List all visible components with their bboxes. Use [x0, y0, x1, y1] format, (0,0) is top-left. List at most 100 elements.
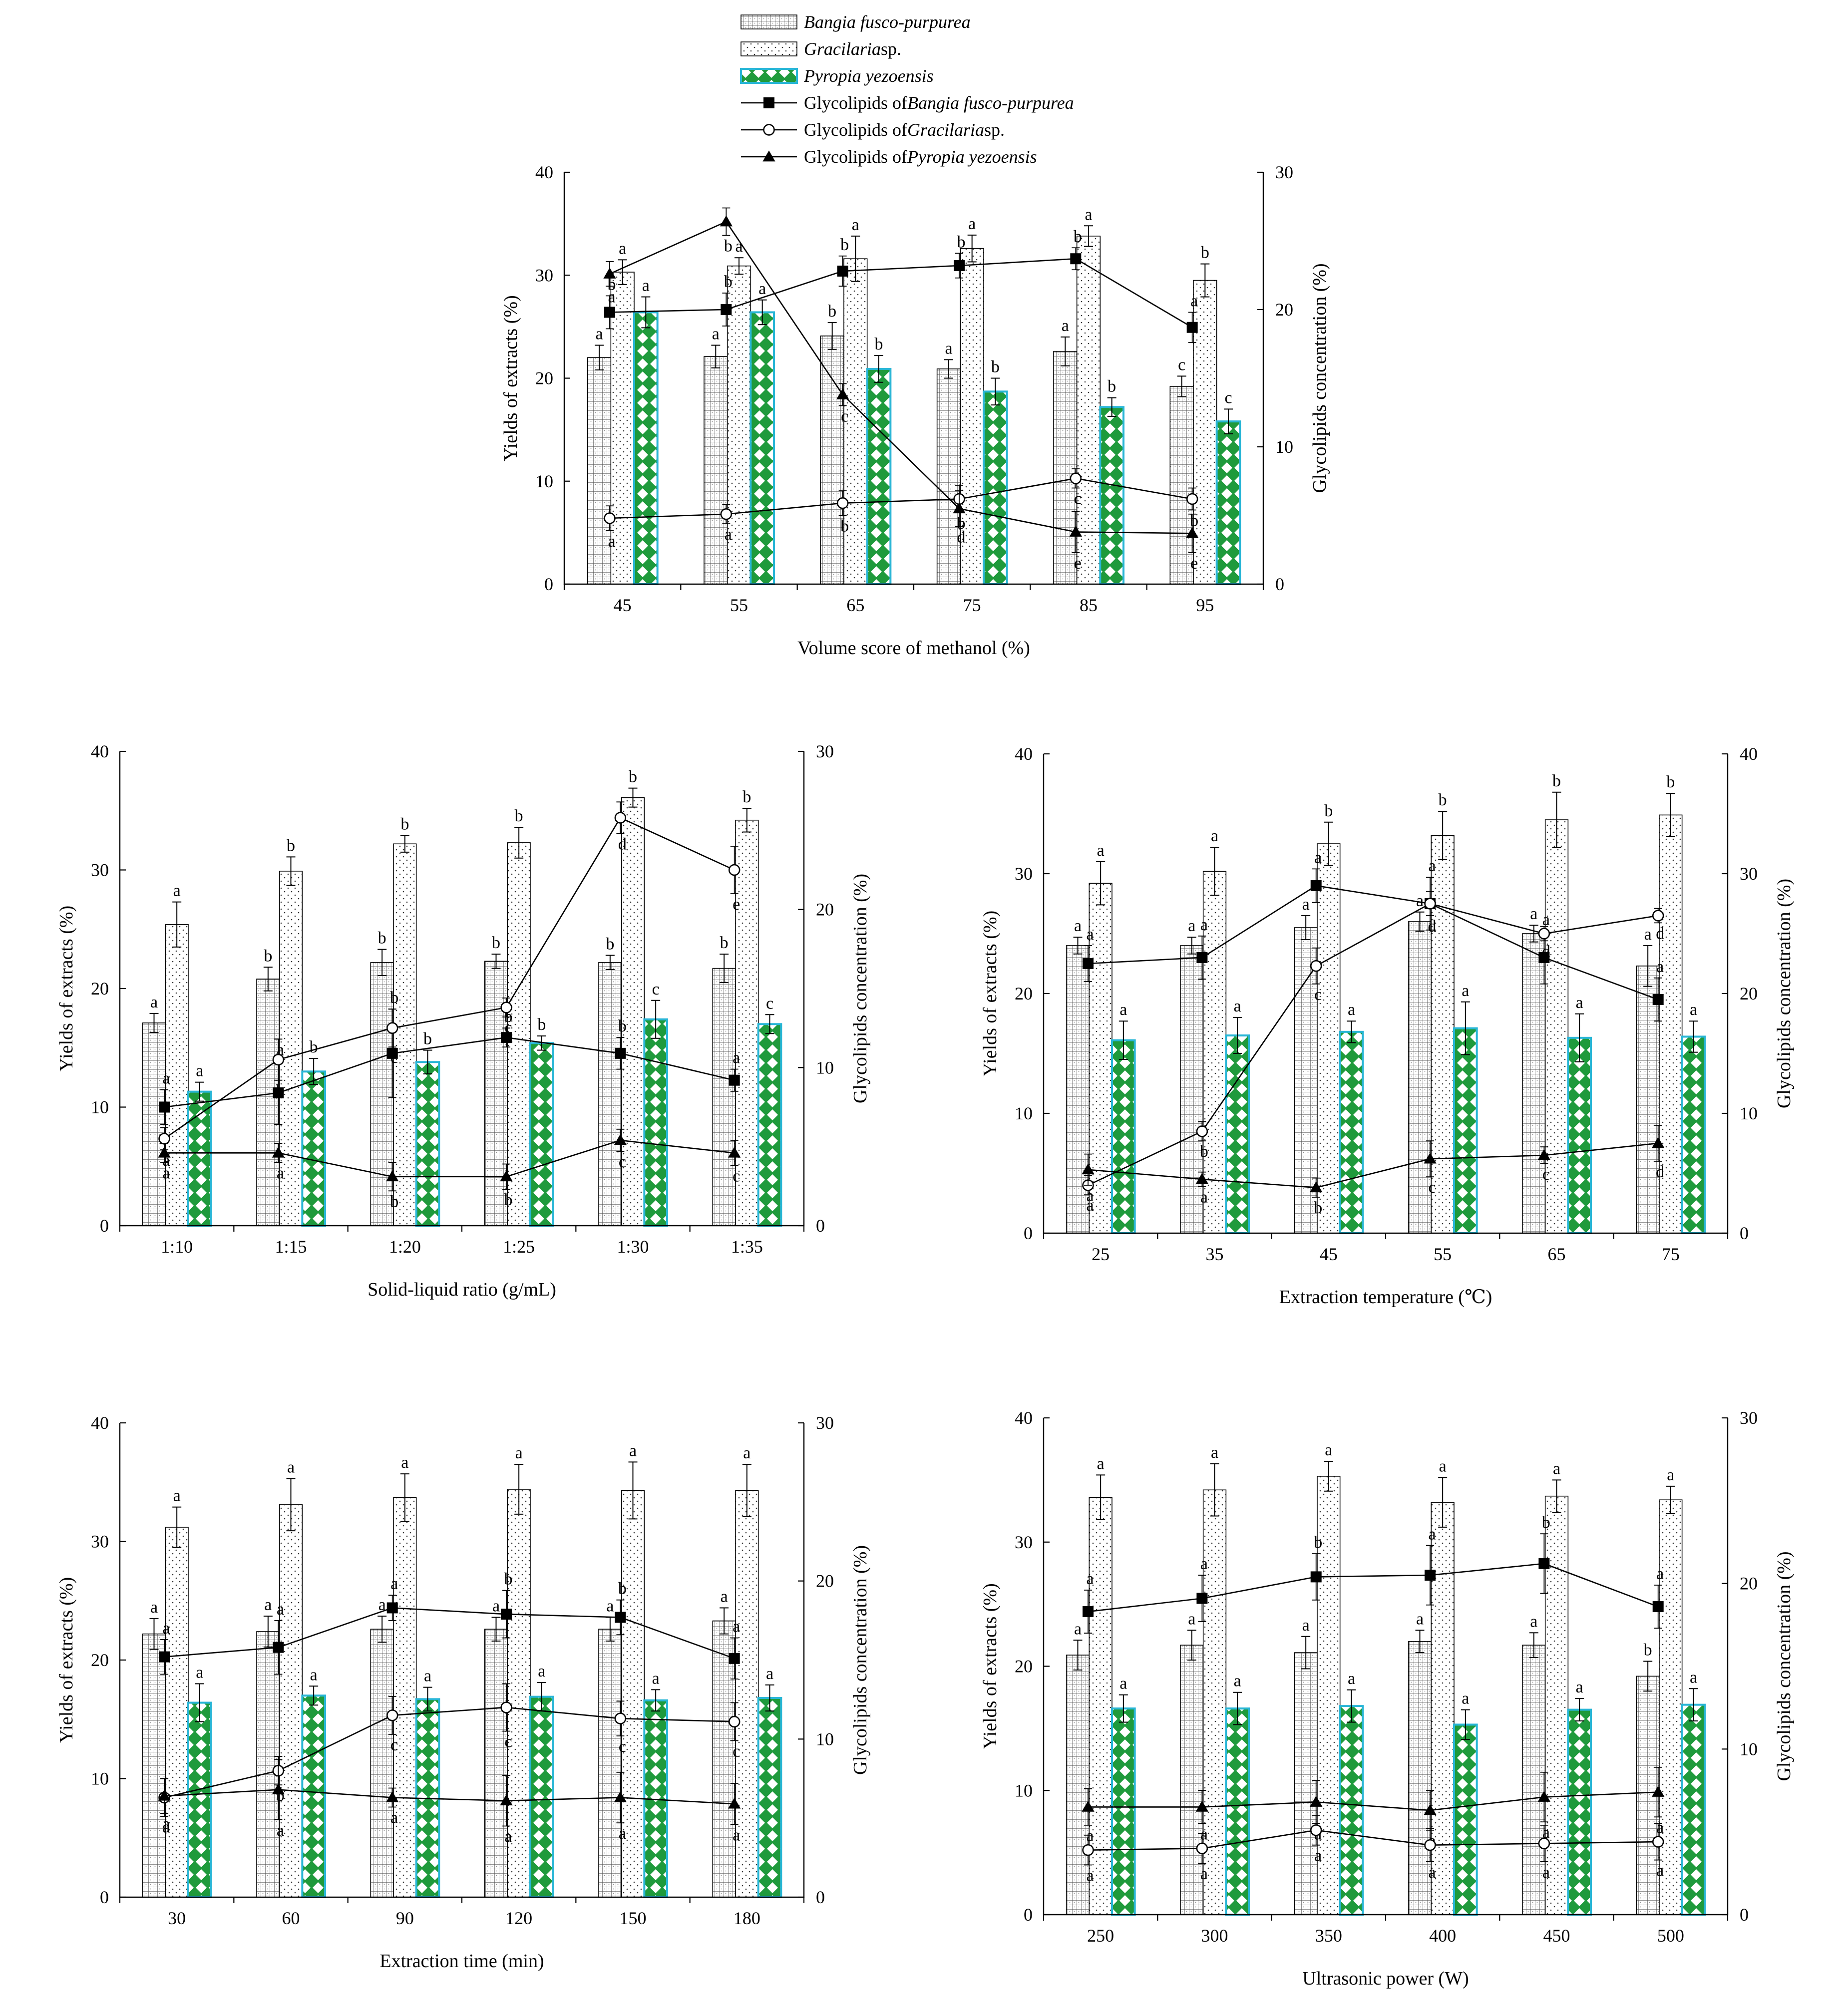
point-letter: a [1656, 1565, 1664, 1583]
bar-letter: b [492, 934, 500, 952]
bar-error-bar [1324, 1461, 1333, 1492]
point [1652, 1785, 1665, 1797]
bar-error-bar [765, 1684, 774, 1712]
bar-letter: a [196, 1664, 203, 1682]
point-letter: a [1200, 1865, 1208, 1883]
point [272, 1783, 285, 1795]
x-tick-label: 180 [734, 1908, 760, 1928]
point-letter: e [733, 895, 740, 914]
y-tick-label: 0 [100, 1887, 109, 1907]
x-axis-label: Volume score of methanol (%) [797, 638, 1030, 659]
point-letter: c [1429, 1178, 1436, 1197]
bar-letter: a [712, 325, 720, 343]
bar-letter: a [378, 1596, 386, 1614]
point-letter: b [1314, 1199, 1322, 1217]
legend-species: Gracilaria [804, 39, 881, 59]
point-letter: a [725, 525, 732, 544]
bar-letter: a [619, 239, 626, 258]
bar-error-bar [1200, 263, 1210, 298]
bar-error-bar [263, 967, 273, 992]
point [1186, 527, 1199, 538]
series-line [609, 258, 1193, 328]
point-letter: a [1200, 916, 1208, 934]
bar-letter: b [1439, 791, 1447, 809]
y-tick-label: 20 [91, 1650, 109, 1670]
bar-letter: b [828, 302, 836, 321]
bar [598, 962, 622, 1226]
bar-error-bar [491, 1617, 501, 1642]
point-letter: a [1429, 1863, 1436, 1882]
point [159, 1101, 170, 1113]
point-letter: a [1656, 1862, 1664, 1880]
y2-tick-label: 20 [1740, 1574, 1758, 1594]
bar-letter: c [652, 980, 660, 999]
bar-letter: a [1667, 1466, 1674, 1484]
bar-error-bar [1096, 861, 1106, 906]
legend-line-swatch [739, 93, 799, 113]
bars [1066, 1461, 1706, 1916]
legend-prefix: Glycolipids of [804, 120, 907, 140]
point-letter: a [1542, 911, 1550, 929]
bar [256, 1631, 280, 1898]
bar [1089, 883, 1112, 1234]
y-tick-label: 30 [1015, 1532, 1033, 1552]
bar-error-bar [1575, 1013, 1584, 1062]
x-tick-label: 60 [282, 1908, 300, 1928]
bar-letter: a [1097, 1454, 1105, 1473]
y-tick-label: 0 [544, 574, 553, 594]
point-letter: b [957, 233, 966, 251]
x-axis-label: Ultrasonic power (W) [1302, 1968, 1469, 1989]
point-letter: d [1428, 917, 1437, 936]
series-line [1088, 1791, 1658, 1811]
point-letter: b [724, 273, 733, 291]
bar-error-bar [1689, 1020, 1698, 1053]
y2-tick-label: 10 [816, 1057, 834, 1077]
x-tick-label: 1:20 [389, 1237, 421, 1257]
bar-letter: b [606, 935, 614, 954]
bar-error-bar [286, 856, 296, 886]
point-letter: b [840, 236, 849, 254]
point-letter: a [1200, 1825, 1208, 1844]
point-letter: a [277, 1600, 284, 1619]
bar [1066, 1655, 1090, 1915]
y-tick-label: 10 [535, 471, 553, 491]
y2-axis-label: Glycolipids concentration (%) [850, 1545, 871, 1775]
point [1186, 322, 1198, 333]
point [1424, 1152, 1437, 1164]
point-letter: d [1656, 924, 1664, 943]
bar-error-bar [1210, 847, 1219, 896]
bar [393, 843, 417, 1226]
point-letter: e [1190, 554, 1198, 573]
bar-letter: a [1211, 827, 1218, 845]
point-letter: c [1314, 986, 1322, 1004]
y2-tick-label: 10 [816, 1729, 834, 1749]
point [273, 1642, 284, 1653]
bar-error-bar [400, 835, 409, 853]
legend-item: Glycolipids of Pyropia yezoensis [739, 145, 1037, 169]
bar-error-bar [195, 1081, 204, 1102]
bar-error-bar [1575, 1698, 1584, 1721]
legend-bar-swatch [739, 66, 799, 86]
lines [158, 801, 741, 1192]
bar-letter: a [1416, 892, 1424, 910]
x-tick-label: 300 [1201, 1926, 1228, 1946]
point [615, 1047, 626, 1059]
point [501, 1032, 512, 1043]
point [1652, 994, 1664, 1005]
point [614, 1712, 627, 1724]
point [158, 1133, 170, 1145]
point [1652, 1836, 1664, 1848]
bar [1453, 1027, 1478, 1234]
y-tick-label: 0 [100, 1216, 109, 1236]
bar-letter: a [150, 993, 158, 1011]
point-letter: a [163, 1164, 170, 1182]
point [614, 1134, 627, 1145]
bar-error-bar [1233, 1691, 1242, 1725]
bar-letter: b [1201, 244, 1209, 262]
point-letter: a [1087, 1570, 1094, 1588]
bar-letter: a [264, 1596, 272, 1614]
bar-letter: a [1188, 1610, 1195, 1628]
point-letter: d [957, 528, 966, 547]
point [728, 1715, 740, 1728]
